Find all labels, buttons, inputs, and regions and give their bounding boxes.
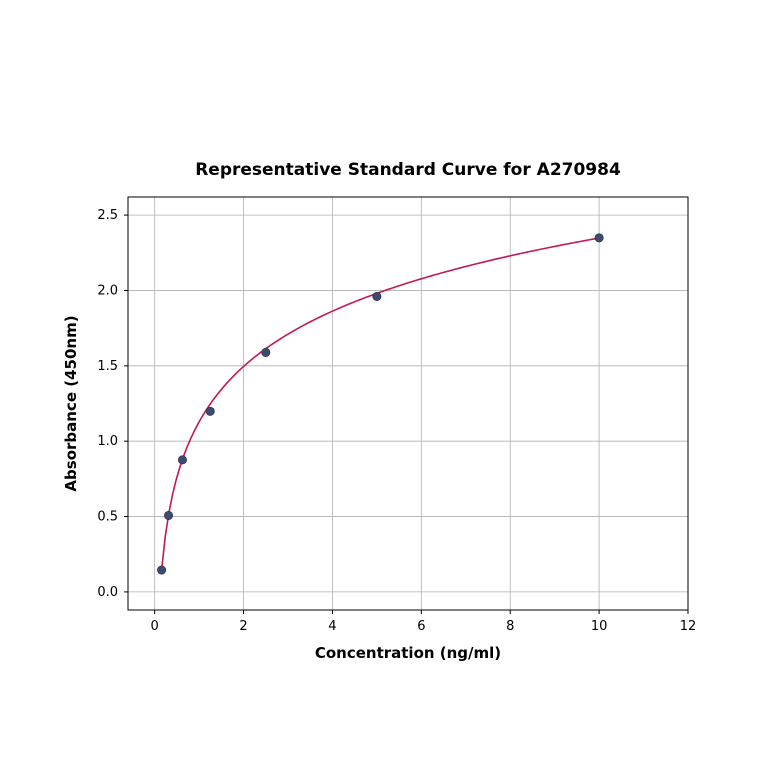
data-point	[262, 348, 270, 356]
chart-title: Representative Standard Curve for A27098…	[195, 160, 621, 180]
y-tick-label: 0.5	[97, 510, 118, 525]
x-tick-label: 0	[151, 619, 159, 634]
x-tick-labels: 0 2 4 6 8 10 12	[151, 619, 697, 634]
y-tick-label: 1.0	[97, 434, 118, 449]
data-point	[157, 566, 165, 574]
y-tick-label: 2.5	[97, 208, 118, 223]
x-axis-label: Concentration (ng/ml)	[315, 644, 501, 662]
x-tick-label: 2	[239, 619, 247, 634]
data-point	[373, 292, 381, 300]
y-tick-label: 0.0	[97, 585, 118, 600]
y-tick-label: 1.5	[97, 359, 118, 374]
x-tick-label: 10	[591, 619, 608, 634]
plot-background	[128, 197, 688, 610]
standard-curve-chart: 0 2 4 6 8 10 12 0.0 0.5 1.0 1.5 2.0 2.5 Representat…	[0, 0, 764, 764]
y-axis-label: Absorbance (450nm)	[62, 315, 80, 491]
y-tick-labels: 0.0 0.5 1.0 1.5 2.0 2.5	[97, 208, 118, 600]
x-tick-label: 6	[417, 619, 425, 634]
data-point	[178, 456, 186, 464]
data-point	[595, 234, 603, 242]
x-tick-label: 12	[680, 619, 697, 634]
data-point	[164, 511, 172, 519]
y-tick-label: 2.0	[97, 283, 118, 298]
x-tick-label: 4	[328, 619, 336, 634]
data-point	[206, 407, 214, 415]
chart-container: 0 2 4 6 8 10 12 0.0 0.5 1.0 1.5 2.0 2.5 Representat…	[0, 0, 764, 764]
x-tick-label: 8	[506, 619, 514, 634]
